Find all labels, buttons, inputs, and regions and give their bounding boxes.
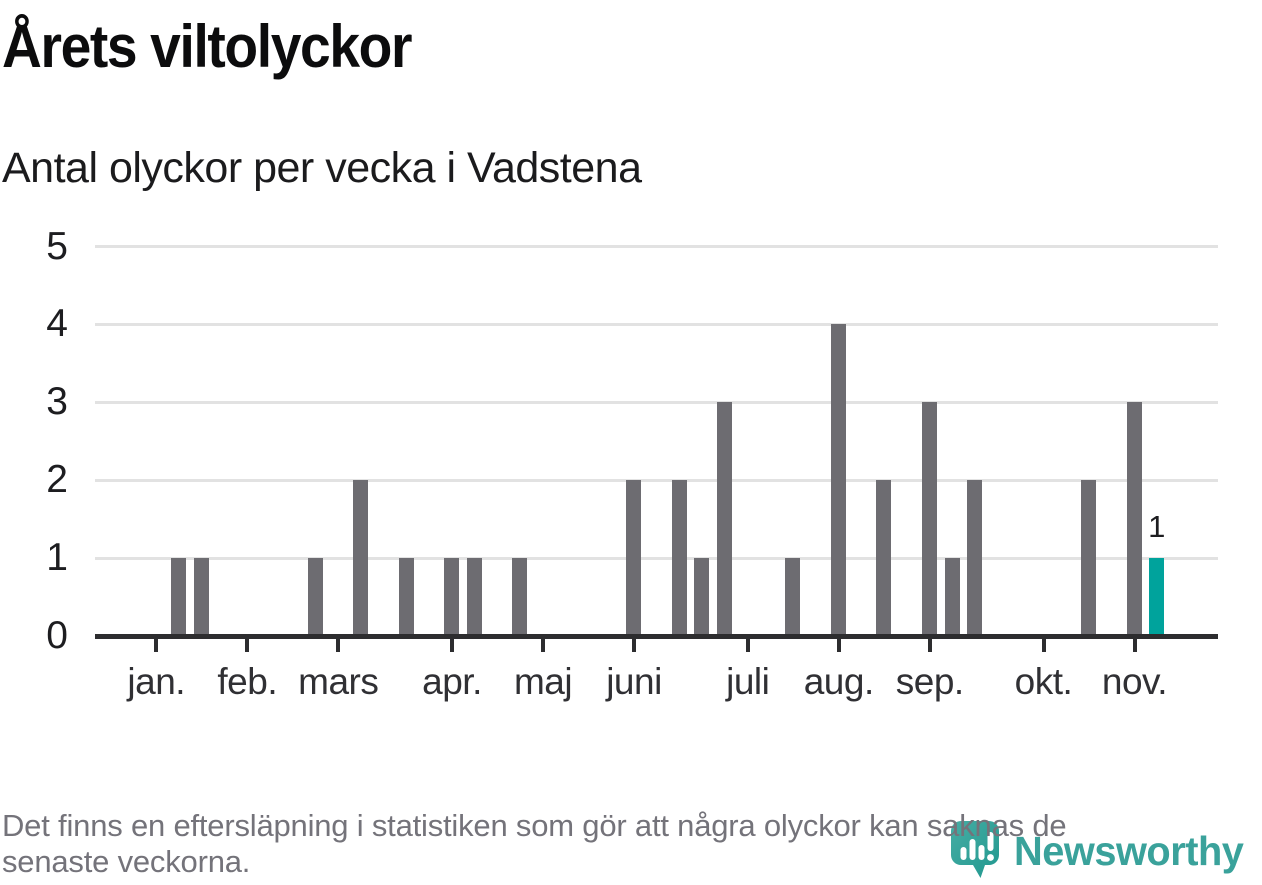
bar-week-40 bbox=[1081, 480, 1096, 635]
x-axis-tick-aug bbox=[836, 638, 841, 652]
y-axis-tick-label-0: 0 bbox=[46, 614, 68, 657]
y-axis-tick-label-2: 2 bbox=[46, 458, 68, 502]
bar-week-0 bbox=[171, 558, 186, 635]
x-axis-month-label-sep: sep. bbox=[895, 661, 964, 702]
chart-subtitle: Antal olyckor per vecka i Vadstena bbox=[2, 144, 642, 192]
y-axis-tick-label-3: 3 bbox=[46, 380, 68, 424]
y-axis-tick-label-4: 4 bbox=[46, 302, 68, 346]
x-axis-month-label-feb: feb. bbox=[217, 661, 278, 702]
x-axis-month-label-nov: nov. bbox=[1101, 661, 1168, 702]
x-axis-tick-apr bbox=[450, 638, 454, 652]
newsworthy-logo-text: Newsworthy bbox=[1014, 828, 1244, 874]
x-axis-month-label-apr: apr. bbox=[422, 661, 482, 702]
bar-week-31 bbox=[876, 480, 892, 635]
x-axis-month-label-juli: juli bbox=[726, 661, 770, 702]
bar-week-15 bbox=[512, 558, 528, 635]
bar-week-42 bbox=[1126, 402, 1142, 635]
bar-week-10 bbox=[398, 558, 414, 635]
newsworthy-logo-pin-icon bbox=[950, 820, 1002, 885]
x-axis-tick-jan bbox=[154, 638, 159, 652]
footnote-line-1: Det finns en eftersläpning i statistiken… bbox=[2, 808, 1067, 843]
gridline-y-2 bbox=[95, 478, 1218, 482]
bar-week-12 bbox=[444, 558, 459, 635]
x-axis-tick-mars bbox=[336, 638, 341, 652]
gridline-y-3 bbox=[95, 400, 1218, 404]
bar-week-34 bbox=[944, 558, 960, 635]
x-axis-tick-juni bbox=[632, 638, 636, 652]
x-axis-month-label-okt: okt. bbox=[1014, 661, 1073, 702]
bar-week-20 bbox=[626, 480, 641, 635]
bar-week-27 bbox=[785, 558, 801, 635]
x-axis-month-label-maj: maj bbox=[513, 661, 573, 702]
x-axis-month-label-juni: juni bbox=[606, 661, 662, 702]
bar-week-29 bbox=[830, 324, 846, 635]
footnote-line-2: senaste veckorna. bbox=[2, 844, 251, 879]
bar-week-23 bbox=[694, 558, 710, 635]
x-axis-line bbox=[95, 634, 1218, 639]
bar-week-6 bbox=[307, 558, 323, 635]
gridline-y-1 bbox=[95, 556, 1218, 560]
bar-week-24 bbox=[717, 402, 732, 635]
x-axis-tick-maj bbox=[541, 638, 545, 652]
chart-title: Årets viltolyckor bbox=[2, 13, 412, 80]
bar-week-33 bbox=[921, 402, 937, 635]
bar-week-1 bbox=[193, 558, 209, 635]
bar-week-8 bbox=[353, 480, 368, 635]
y-axis-tick-label-5: 5 bbox=[46, 224, 68, 268]
gridline-y-4 bbox=[95, 322, 1218, 326]
x-axis-tick-nov bbox=[1132, 638, 1137, 652]
bar-week-22 bbox=[671, 480, 687, 635]
x-axis-month-label-mars: mars bbox=[298, 661, 379, 702]
y-axis-tick-label-1: 1 bbox=[46, 536, 68, 580]
x-axis-tick-okt bbox=[1041, 638, 1046, 652]
x-axis-month-label-jan: jan. bbox=[127, 661, 186, 702]
x-axis-tick-sep bbox=[927, 638, 932, 652]
x-axis-tick-feb bbox=[245, 638, 250, 652]
bar-value-label: 1 bbox=[1148, 509, 1166, 545]
x-axis-tick-juli bbox=[745, 638, 750, 652]
x-axis-month-label-aug: aug. bbox=[803, 661, 875, 702]
bar-week-43-highlight bbox=[1149, 558, 1165, 635]
bar-week-35 bbox=[967, 480, 983, 635]
gridline-y-5 bbox=[95, 245, 1218, 248]
bar-week-13 bbox=[466, 558, 482, 635]
